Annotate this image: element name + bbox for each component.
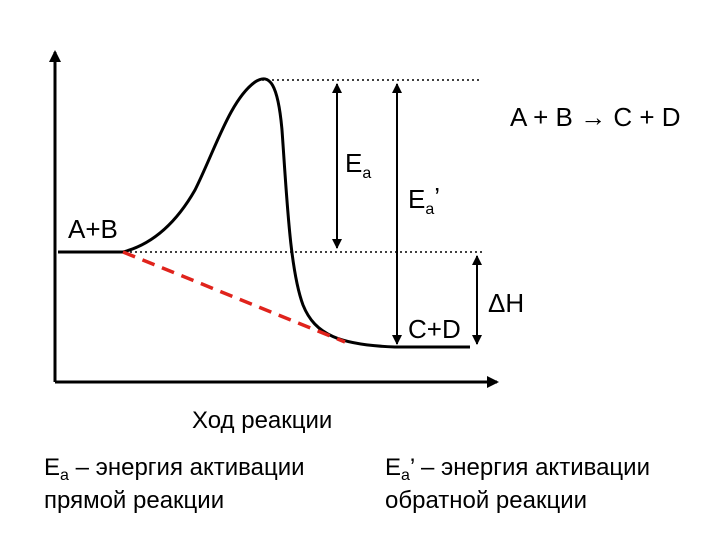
x-axis-label: Ход реакции [192,407,332,434]
legend-forward-line2: прямой реакции [44,487,224,514]
ea-reverse-label: Ea’ [408,182,440,218]
products-label: C+D [408,314,461,344]
legend-reverse-line1: Ea’ – энергия активации [385,454,650,484]
legend-forward-line1: Ea – энергия активации [44,454,305,484]
catalyzed-path-dashed-line [122,250,346,344]
energy-curve [58,77,470,349]
reactants-label: A+B [68,214,118,244]
legend-reverse-line2: обратной реакции [385,487,587,514]
reaction-equation: A + B → C + D [510,102,681,132]
delta-h-label: ΔH [488,288,524,318]
ea-forward-label: Ea [345,148,371,182]
